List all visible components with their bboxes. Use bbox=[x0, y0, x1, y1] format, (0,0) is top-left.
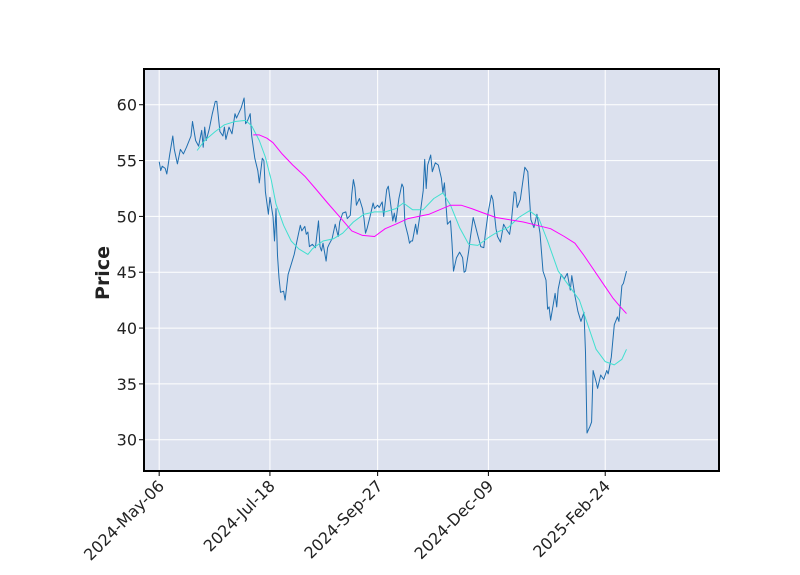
y-tick-label: 60 bbox=[117, 96, 137, 115]
series-line-price bbox=[158, 97, 627, 434]
y-tick-label: 35 bbox=[117, 375, 137, 394]
y-tick-label: 40 bbox=[117, 319, 137, 338]
y-axis-title: Price bbox=[92, 246, 114, 300]
plot-background bbox=[144, 69, 719, 471]
x-tick-label: 2024-Jul-18 bbox=[200, 476, 279, 555]
series-lines bbox=[158, 97, 627, 434]
grid-lines bbox=[144, 69, 719, 471]
series-line-ma_short bbox=[196, 119, 627, 366]
plot-frame bbox=[143, 68, 720, 472]
y-tick-label: 55 bbox=[117, 152, 137, 171]
x-tick-label: 2025-Feb-24 bbox=[529, 476, 614, 561]
x-tick-label: 2024-May-06 bbox=[80, 476, 168, 564]
series-line-ma_long bbox=[253, 134, 627, 314]
y-tick-label: 30 bbox=[117, 431, 137, 450]
y-tick-label: 45 bbox=[117, 263, 137, 282]
x-tick-label: 2024-Dec-09 bbox=[411, 476, 498, 563]
y-tick-label: 50 bbox=[117, 207, 137, 226]
x-axis: 2024-May-06 2024-Jul-18 2024-Sep-27 2024-De… bbox=[80, 471, 614, 564]
y-axis: 30 35 40 45 50 55 60 bbox=[117, 96, 144, 450]
x-tick-label: 2024-Sep-27 bbox=[300, 476, 386, 562]
